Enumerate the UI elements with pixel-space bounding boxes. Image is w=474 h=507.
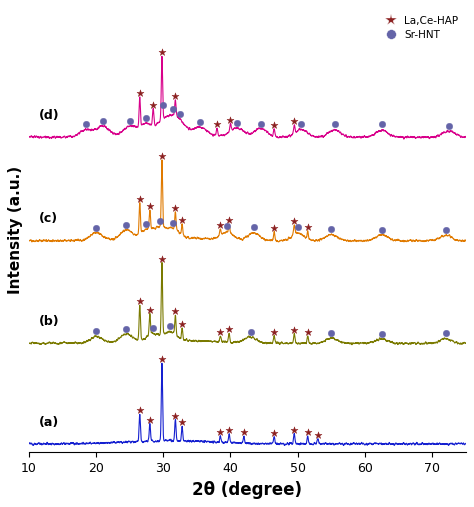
Point [178, 418, 186, 426]
Point [291, 217, 298, 225]
Text: (a): (a) [39, 416, 59, 428]
Point [270, 328, 278, 336]
Point [82, 120, 90, 128]
Point [247, 328, 255, 336]
Point [143, 114, 150, 122]
Point [178, 320, 186, 328]
Point [136, 297, 144, 305]
Point [328, 329, 335, 337]
Point [143, 220, 150, 228]
Point [442, 330, 449, 338]
Point [378, 330, 385, 338]
Point [158, 152, 166, 160]
Point [331, 120, 338, 128]
Point [176, 110, 184, 118]
Point [170, 220, 177, 228]
Point [227, 116, 234, 124]
Legend: La,Ce-HAP, Sr-HNT: La,Ce-HAP, Sr-HNT [378, 14, 460, 42]
Point [178, 216, 186, 224]
Point [172, 204, 179, 212]
Point [304, 328, 311, 336]
Point [170, 105, 177, 114]
Point [225, 216, 233, 225]
Point [213, 120, 221, 128]
Point [172, 92, 179, 100]
Point [304, 428, 311, 436]
Point [146, 202, 154, 210]
Point [158, 48, 166, 56]
Point [146, 306, 154, 314]
Point [225, 325, 233, 334]
Point [123, 325, 130, 333]
Point [158, 355, 166, 364]
Point [378, 226, 385, 234]
Point [149, 324, 157, 333]
Point [166, 322, 174, 331]
Point [445, 122, 453, 130]
Point [172, 307, 179, 315]
Point [146, 416, 154, 424]
Point [123, 221, 130, 229]
Point [304, 223, 311, 231]
Point [92, 224, 100, 232]
Point [314, 431, 322, 439]
Point [270, 224, 278, 232]
Point [442, 226, 449, 234]
Y-axis label: Intensity (a.u.): Intensity (a.u.) [9, 166, 23, 295]
Point [291, 426, 298, 434]
Point [240, 428, 248, 437]
Point [156, 216, 164, 225]
Point [136, 89, 144, 97]
Point [217, 221, 224, 229]
Point [233, 119, 241, 127]
Point [196, 118, 204, 126]
Text: (d): (d) [39, 108, 60, 122]
X-axis label: 2θ (degree): 2θ (degree) [192, 481, 302, 499]
Point [172, 412, 179, 420]
Point [250, 223, 258, 231]
Point [291, 117, 298, 125]
Point [136, 195, 144, 203]
Text: (c): (c) [39, 212, 58, 225]
Point [217, 329, 224, 337]
Point [136, 407, 144, 415]
Point [149, 101, 157, 109]
Text: (b): (b) [39, 315, 60, 328]
Point [328, 225, 335, 233]
Point [158, 255, 166, 263]
Point [217, 428, 224, 436]
Point [223, 222, 231, 230]
Point [92, 327, 100, 335]
Point [270, 121, 278, 129]
Point [99, 117, 107, 125]
Point [159, 101, 167, 109]
Point [378, 121, 385, 129]
Point [225, 426, 233, 434]
Point [257, 120, 264, 128]
Point [291, 325, 298, 334]
Point [270, 429, 278, 437]
Point [294, 223, 301, 231]
Point [126, 117, 134, 125]
Point [297, 120, 305, 128]
